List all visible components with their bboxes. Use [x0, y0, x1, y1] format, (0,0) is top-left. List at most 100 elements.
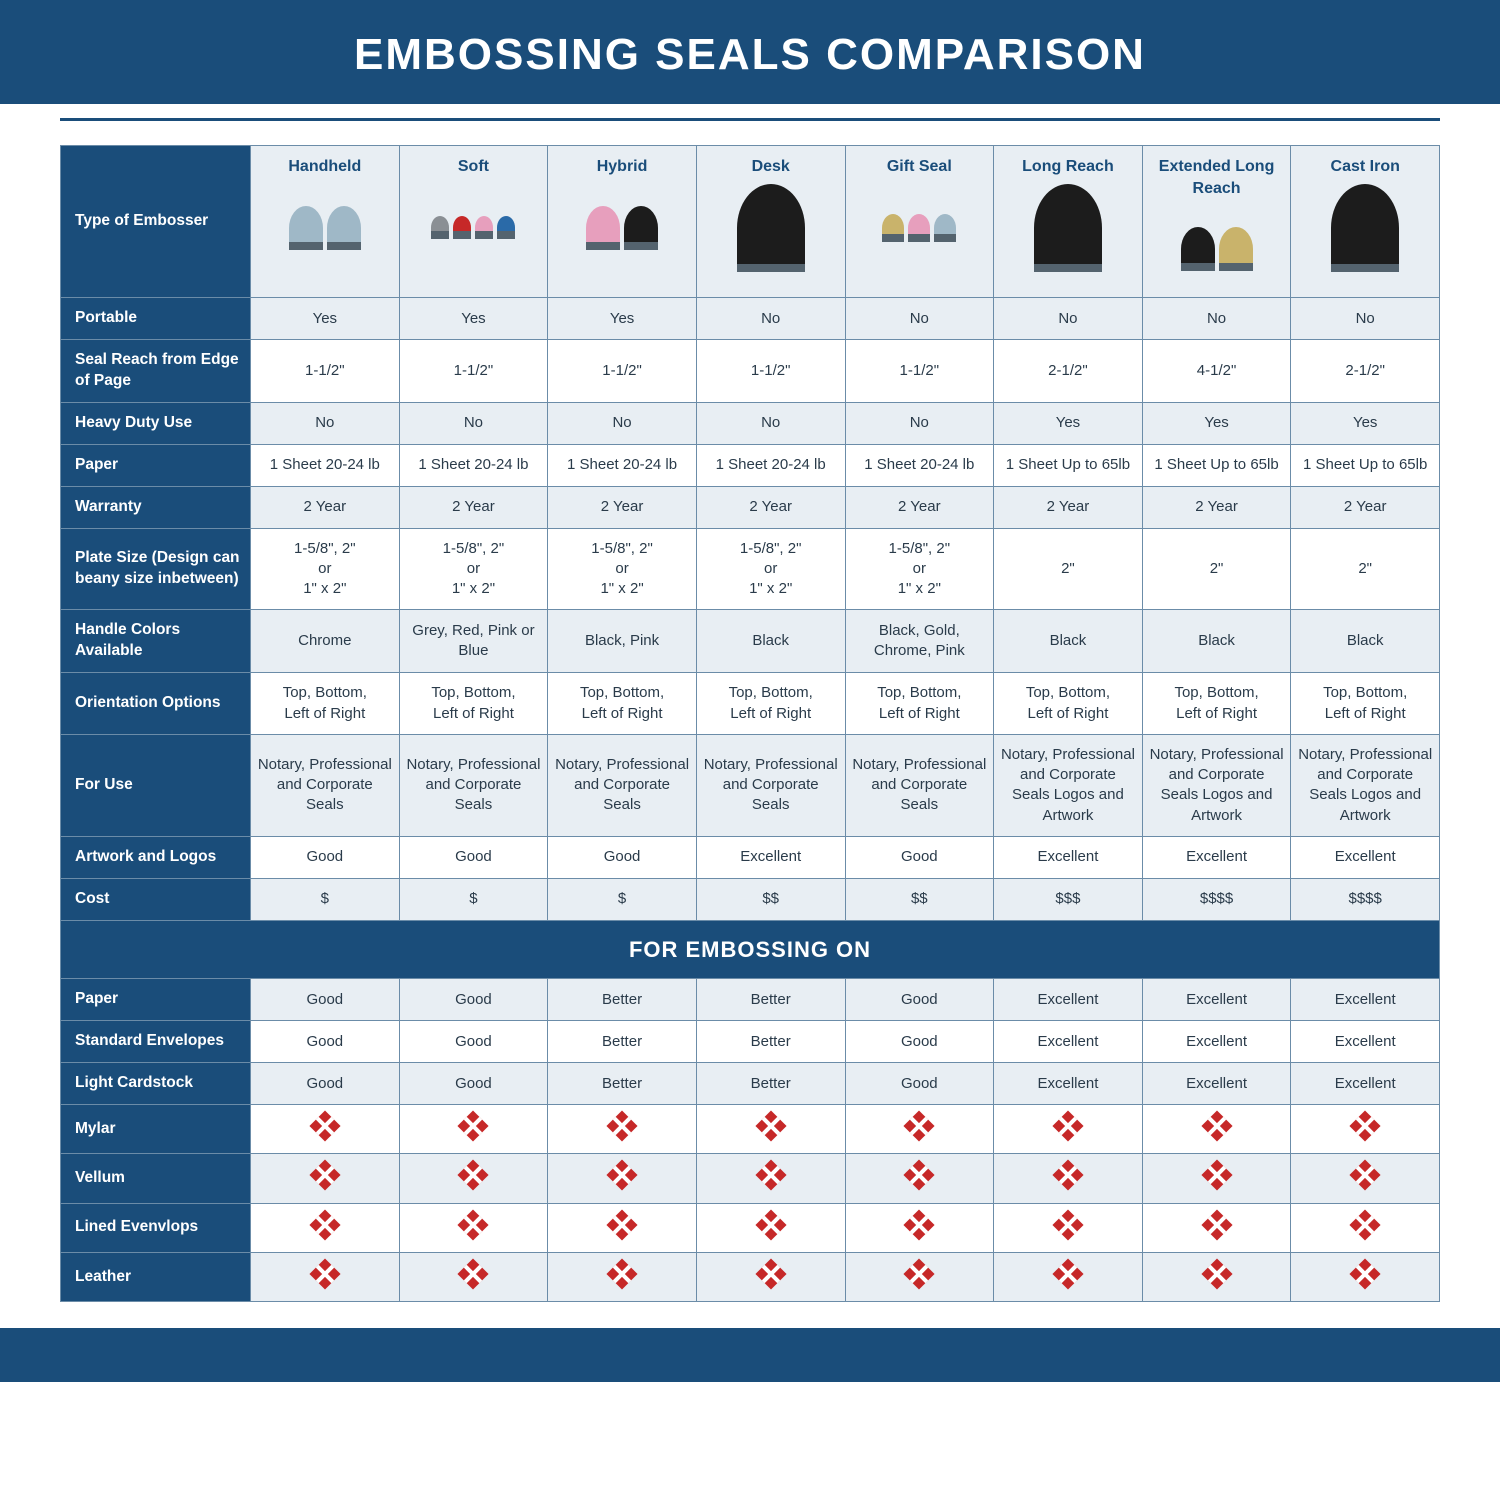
table-cell: Good: [251, 836, 400, 878]
x-icon: [755, 1258, 786, 1289]
table-cell: $$: [696, 878, 845, 920]
table-cell: 1 Sheet 20-24 lb: [696, 444, 845, 486]
table-cell: [1142, 1154, 1291, 1203]
table-cell: Top, Bottom,Left of Right: [251, 673, 400, 735]
table-cell: 1 Sheet Up to 65lb: [1142, 444, 1291, 486]
x-icon: [755, 1209, 786, 1240]
table-cell: [399, 1154, 548, 1203]
x-icon: [309, 1111, 340, 1142]
table-cell: [696, 1203, 845, 1252]
column-header: Soft: [399, 146, 548, 298]
table-cell: No: [696, 298, 845, 340]
table-cell: Notary, Professional and Corporate Seals: [845, 734, 994, 836]
embosser-icon: [701, 184, 841, 272]
table-cell: [251, 1252, 400, 1301]
table-cell: Yes: [1142, 402, 1291, 444]
table-cell: 1-5/8", 2"or1" x 2": [548, 528, 697, 610]
table-cell: Top, Bottom,Left of Right: [845, 673, 994, 735]
table-cell: Top, Bottom,Left of Right: [1142, 673, 1291, 735]
table-cell: Excellent: [1142, 1021, 1291, 1063]
section-for-embossing-on: FOR EMBOSSING ON: [61, 920, 1440, 979]
table-cell: 2 Year: [994, 486, 1143, 528]
row-label: Standard Envelopes: [61, 1021, 251, 1063]
table-cell: 1 Sheet Up to 65lb: [994, 444, 1143, 486]
table-cell: [845, 1154, 994, 1203]
table-cell: Notary, Professional and Corporate Seals: [696, 734, 845, 836]
table-cell: [399, 1105, 548, 1154]
table-cell: [399, 1252, 548, 1301]
table-cell: 2 Year: [696, 486, 845, 528]
table-cell: Excellent: [1142, 1063, 1291, 1105]
table-cell: No: [1142, 298, 1291, 340]
table-cell: $: [548, 878, 697, 920]
table-row: PaperGoodGoodBetterBetterGoodExcellentEx…: [61, 979, 1440, 1021]
table-cell: $: [399, 878, 548, 920]
x-icon: [458, 1111, 489, 1142]
x-icon: [1350, 1209, 1381, 1240]
table-cell: [696, 1105, 845, 1154]
table-row: Orientation OptionsTop, Bottom,Left of R…: [61, 673, 1440, 735]
row-label: Lined Evenvlops: [61, 1203, 251, 1252]
x-icon: [1201, 1111, 1232, 1142]
x-icon: [1201, 1160, 1232, 1191]
table-cell: Good: [845, 1021, 994, 1063]
column-header: Long Reach: [994, 146, 1143, 298]
header-rule: [60, 118, 1440, 121]
row-label: Seal Reach from Edge of Page: [61, 340, 251, 403]
row-label: Orientation Options: [61, 673, 251, 735]
table-cell: $$$$: [1142, 878, 1291, 920]
table-row: Artwork and LogosGoodGoodGoodExcellentGo…: [61, 836, 1440, 878]
x-icon: [309, 1160, 340, 1191]
table-cell: 1 Sheet 20-24 lb: [548, 444, 697, 486]
embosser-icon: [1295, 184, 1435, 272]
embosser-icon: [552, 184, 692, 272]
table-row: For UseNotary, Professional and Corporat…: [61, 734, 1440, 836]
x-icon: [309, 1209, 340, 1240]
table-cell: 1-1/2": [399, 340, 548, 403]
column-header: Desk: [696, 146, 845, 298]
table-cell: 2": [1142, 528, 1291, 610]
x-icon: [309, 1258, 340, 1289]
table-cell: Better: [696, 1021, 845, 1063]
row-label: Heavy Duty Use: [61, 402, 251, 444]
table-row: Plate Size (Design can beany size inbetw…: [61, 528, 1440, 610]
x-icon: [607, 1258, 638, 1289]
table-cell: [251, 1154, 400, 1203]
table-cell: Yes: [251, 298, 400, 340]
x-icon: [1052, 1111, 1083, 1142]
x-icon: [607, 1160, 638, 1191]
column-header: Handheld: [251, 146, 400, 298]
table-cell: Good: [399, 1063, 548, 1105]
x-icon: [1052, 1160, 1083, 1191]
table-cell: 2-1/2": [1291, 340, 1440, 403]
table-cell: [251, 1203, 400, 1252]
table-cell: $$$: [994, 878, 1143, 920]
table-row: PortableYesYesYesNoNoNoNoNo: [61, 298, 1440, 340]
table-cell: Good: [399, 836, 548, 878]
table-cell: 1-1/2": [845, 340, 994, 403]
table-cell: Excellent: [994, 836, 1143, 878]
table-cell: Black: [696, 610, 845, 673]
x-icon: [1350, 1111, 1381, 1142]
table-cell: No: [994, 298, 1143, 340]
table-cell: Excellent: [1142, 979, 1291, 1021]
row-label: Plate Size (Design can beany size inbetw…: [61, 528, 251, 610]
row-label: Light Cardstock: [61, 1063, 251, 1105]
x-icon: [458, 1258, 489, 1289]
embosser-icon: [1147, 205, 1287, 293]
table-cell: [399, 1203, 548, 1252]
table-cell: [1291, 1252, 1440, 1301]
table-row: Cost$$$$$$$$$$$$$$$$$$: [61, 878, 1440, 920]
table-cell: 2 Year: [251, 486, 400, 528]
table-cell: Notary, Professional and Corporate Seals…: [1142, 734, 1291, 836]
row-label: Portable: [61, 298, 251, 340]
table-cell: [845, 1252, 994, 1301]
table-cell: $: [251, 878, 400, 920]
table-cell: 1-1/2": [548, 340, 697, 403]
table-cell: Excellent: [994, 1021, 1143, 1063]
table-cell: Yes: [548, 298, 697, 340]
x-icon: [904, 1111, 935, 1142]
page-title: EMBOSSING SEALS COMPARISON: [0, 0, 1500, 104]
table-cell: Black, Pink: [548, 610, 697, 673]
table-cell: [1291, 1203, 1440, 1252]
